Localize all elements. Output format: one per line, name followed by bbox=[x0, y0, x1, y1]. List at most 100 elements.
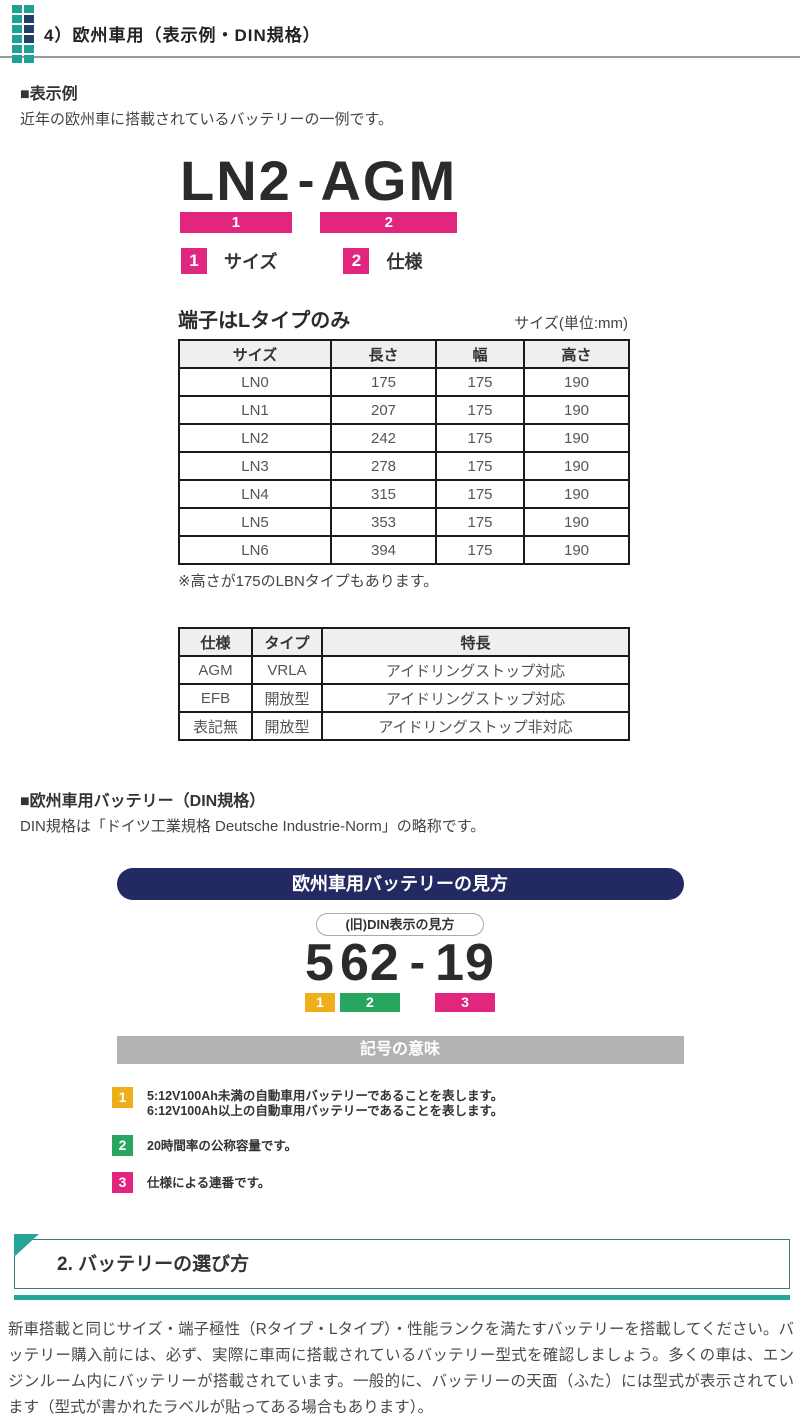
din-marker-3: 3 bbox=[435, 993, 495, 1012]
table-cell: 190 bbox=[523, 479, 630, 509]
battery-code-figure: LN2 1 - AGM 2 bbox=[180, 153, 800, 233]
symbol-legend-item-3: 3 仕様による連番です。 bbox=[112, 1172, 800, 1193]
symbol-chip-3: 3 bbox=[112, 1172, 133, 1193]
din-heading: ■欧州車用バッテリー（DIN規格） bbox=[20, 793, 266, 810]
legend-item-spec: 2 仕様 bbox=[343, 248, 422, 274]
spec-code: AGM bbox=[320, 149, 458, 212]
chapter-header-box: 2. バッテリーの選び方 bbox=[14, 1234, 790, 1289]
table-cell: 190 bbox=[523, 535, 630, 565]
symbol-text-1: 5:12V100Ah未満の自動車用バッテリーであることを表します。 6:12V1… bbox=[147, 1087, 503, 1119]
column-header: 高さ bbox=[523, 339, 630, 369]
code-legend: 1 サイズ 2 仕様 bbox=[181, 248, 800, 274]
table-row: LN5 353 175 190 bbox=[178, 507, 630, 537]
size-table: サイズ 長さ幅高さ LN0 175 175 190 LN1 207 175 190 LN2 242 17… bbox=[178, 339, 630, 565]
table-cell: アイドリングストップ非対応 bbox=[321, 711, 630, 741]
grid-dots-icon bbox=[12, 5, 34, 63]
table-cell: LN2 bbox=[178, 423, 332, 453]
column-header: 幅 bbox=[435, 339, 525, 369]
table-row: LN2 242 175 190 bbox=[178, 423, 630, 453]
chapter-title: 2. バッテリーの選び方 bbox=[57, 1254, 250, 1275]
example-heading: ■表示例 bbox=[20, 86, 78, 103]
table-row: LN0 175 175 190 bbox=[178, 367, 630, 397]
din-marker-1: 1 bbox=[305, 993, 335, 1012]
symbol-legend-item-1: 1 5:12V100Ah未満の自動車用バッテリーであることを表します。 6:12… bbox=[112, 1087, 800, 1119]
size-table-caption-row: 端子はLタイプのみ サイズ(単位:mm) bbox=[178, 304, 628, 333]
table-cell: 190 bbox=[523, 451, 630, 481]
symbol-chip-1: 1 bbox=[112, 1087, 133, 1108]
din-code-figure: 5 1 62 2 - 19 3 bbox=[0, 937, 800, 1012]
chapter-body-text: 新車搭載と同じサイズ・端子極性（Rタイプ・Lタイプ）・性能ランクを満たすバッテリ… bbox=[8, 1321, 795, 1416]
table-cell: 開放型 bbox=[251, 711, 323, 741]
table-row: LN4 315 175 190 bbox=[178, 479, 630, 509]
size-marker-bar: 1 bbox=[180, 212, 292, 233]
table-cell: 175 bbox=[435, 535, 525, 565]
table-row: AGM VRLA アイドリングストップ対応 bbox=[178, 655, 630, 685]
spec-table: 仕様 タイプ 特長 AGM VRLA アイドリングストップ対応 EFB 開放型 アイドリングスト… bbox=[178, 627, 630, 741]
chapter-divider-bar bbox=[14, 1295, 790, 1300]
table-header-row: 仕様 タイプ 特長 bbox=[178, 627, 630, 657]
symbol-text-1-line2: 6:12V100Ah以上の自動車用バッテリーであることを表します。 bbox=[147, 1104, 504, 1118]
legend-label-spec: 仕様 bbox=[386, 252, 423, 272]
column-header: サイズ bbox=[178, 339, 332, 369]
din-part1: 5 bbox=[305, 934, 335, 992]
column-header: タイプ bbox=[251, 627, 323, 657]
table-cell: VRLA bbox=[251, 655, 323, 685]
table-cell: 175 bbox=[435, 507, 525, 537]
table-row: LN3 278 175 190 bbox=[178, 451, 630, 481]
table-cell: LN6 bbox=[178, 535, 332, 565]
table-cell: 190 bbox=[523, 367, 630, 397]
legend-item-size: 1 サイズ bbox=[181, 248, 277, 274]
column-header: 特長 bbox=[321, 627, 630, 657]
table-cell: 190 bbox=[523, 395, 630, 425]
table-cell: AGM bbox=[178, 655, 253, 685]
table-cell: 394 bbox=[330, 535, 437, 565]
legend-label-size: サイズ bbox=[224, 252, 278, 272]
legend-chip-1: 1 bbox=[181, 248, 207, 274]
symbol-text-1-line1: 5:12V100Ah未満の自動車用バッテリーであることを表します。 bbox=[147, 1089, 504, 1103]
table-cell: アイドリングストップ対応 bbox=[321, 683, 630, 713]
legend-chip-2: 2 bbox=[343, 248, 370, 274]
table-cell: 175 bbox=[435, 479, 525, 509]
table-cell: LN4 bbox=[178, 479, 332, 509]
symbol-text-2: 20時間率の公称容量です。 bbox=[147, 1139, 298, 1153]
table-cell: 175 bbox=[435, 367, 525, 397]
table-cell: 207 bbox=[330, 395, 437, 425]
din-description: DIN規格は「ドイツ工業規格 Deutsche Industrie-Norm」の… bbox=[20, 818, 486, 835]
old-din-pill: (旧)DIN表示の見方 bbox=[316, 913, 484, 936]
symbol-meaning-banner: 記号の意味 bbox=[116, 1036, 684, 1064]
size-unit-label: サイズ(単位:mm) bbox=[514, 315, 628, 332]
table-row: 表記無 開放型 アイドリングストップ非対応 bbox=[178, 711, 630, 741]
column-header: 仕様 bbox=[178, 627, 253, 657]
table-cell: EFB bbox=[178, 683, 253, 713]
table-cell: 175 bbox=[435, 395, 525, 425]
table-row: LN6 394 175 190 bbox=[178, 535, 630, 565]
size-note: ※高さが175のLBNタイプもあります。 bbox=[178, 573, 439, 590]
table-cell: アイドリングストップ対応 bbox=[321, 655, 630, 685]
table-cell: 242 bbox=[330, 423, 437, 453]
table-cell: 190 bbox=[523, 507, 630, 537]
example-description: 近年の欧州車に搭載されているバッテリーの一例です。 bbox=[20, 111, 394, 128]
table-cell: 表記無 bbox=[178, 711, 253, 741]
table-cell: LN0 bbox=[178, 367, 332, 397]
symbol-legend-item-2: 2 20時間率の公称容量です。 bbox=[112, 1135, 800, 1156]
page-header: 4）欧州車用（表示例・DIN規格） bbox=[0, 0, 800, 63]
table-header-row: サイズ 長さ幅高さ bbox=[178, 339, 630, 369]
code-separator: - bbox=[297, 152, 315, 208]
table-cell: 175 bbox=[435, 451, 525, 481]
table-cell: 315 bbox=[330, 479, 437, 509]
size-code: LN2 bbox=[180, 149, 292, 212]
table-cell: 開放型 bbox=[251, 683, 323, 713]
din-part2: 62 bbox=[339, 934, 400, 992]
symbol-chip-2: 2 bbox=[112, 1135, 133, 1156]
table-cell: LN5 bbox=[178, 507, 332, 537]
spec-marker-bar: 2 bbox=[320, 212, 458, 233]
din-part3: 19 bbox=[435, 934, 495, 992]
table-cell: 353 bbox=[330, 507, 437, 537]
din-marker-2: 2 bbox=[339, 993, 400, 1012]
table-cell: 278 bbox=[330, 451, 437, 481]
column-header: 長さ bbox=[330, 339, 437, 369]
din-banner: 欧州車用バッテリーの見方 bbox=[116, 868, 684, 900]
table-cell: LN1 bbox=[178, 395, 332, 425]
table-cell: 190 bbox=[523, 423, 630, 453]
table-cell: 175 bbox=[435, 423, 525, 453]
